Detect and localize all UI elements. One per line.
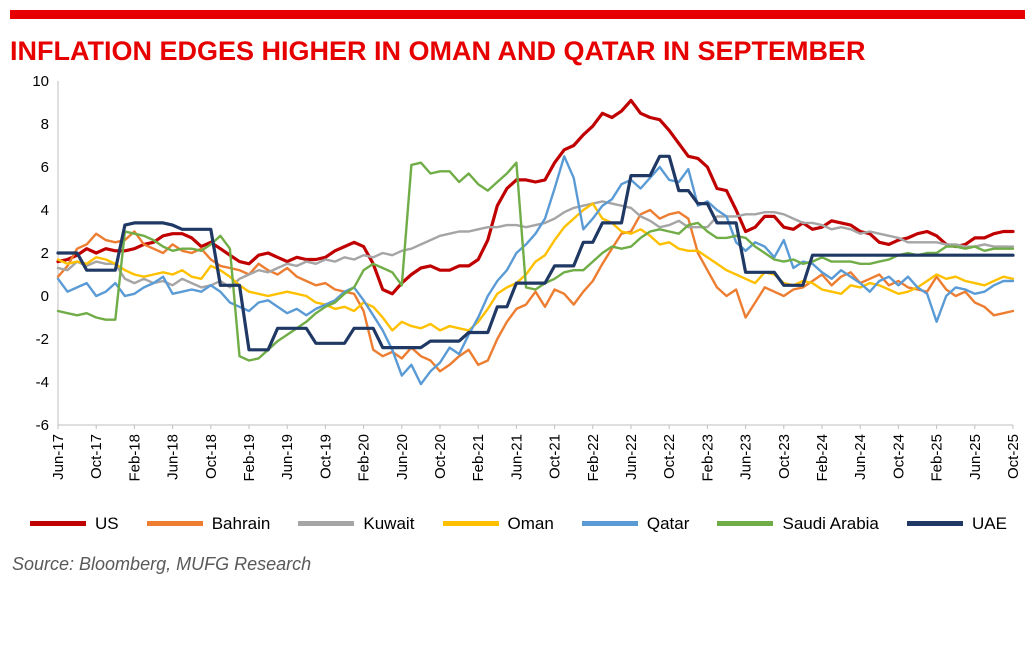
legend-swatch-saudi-arabia: [717, 521, 774, 527]
svg-text:-4: -4: [36, 374, 49, 391]
series-line-qatar: [56, 154, 1015, 385]
page-title: INFLATION EDGES HIGHER IN OMAN AND QATAR…: [10, 36, 866, 66]
svg-text:Oct-25: Oct-25: [1005, 434, 1022, 479]
legend-item-qatar: Qatar: [581, 513, 690, 534]
svg-text:Feb-23: Feb-23: [699, 434, 716, 482]
series-line-oman: [56, 202, 1015, 332]
x-axis-labels: Jun-17 Oct-17 Feb-18 Jun-18 Oct-18 Feb-19 Jun-…: [50, 424, 1022, 482]
legend-swatch-oman: [442, 521, 499, 527]
legend-label-us: US: [95, 513, 119, 533]
legend-label-uae: UAE: [971, 513, 1007, 533]
svg-text:Jun-17: Jun-17: [50, 434, 67, 480]
legend-label-bahrain: Bahrain: [211, 513, 271, 533]
legend-label-kuwait: Kuwait: [363, 513, 415, 533]
svg-text:Feb-24: Feb-24: [814, 434, 831, 482]
svg-text:Jun-22: Jun-22: [623, 434, 640, 480]
svg-text:Jun-21: Jun-21: [508, 434, 525, 480]
svg-text:Feb-19: Feb-19: [241, 434, 258, 482]
legend-swatch-qatar: [581, 521, 638, 527]
legend-item-bahrain: Bahrain: [146, 513, 271, 534]
svg-text:Feb-20: Feb-20: [356, 434, 373, 482]
source-attribution: Source: Bloomberg, MUFG Research: [12, 553, 312, 574]
series-line-uae: [56, 154, 1015, 352]
svg-text:Jun-20: Jun-20: [394, 434, 411, 480]
svg-text:Oct-24: Oct-24: [890, 434, 907, 479]
legend-item-oman: Oman: [442, 513, 554, 534]
svg-text:Oct-19: Oct-19: [317, 434, 334, 479]
header-red-bar: [10, 10, 1025, 19]
svg-text:Oct-22: Oct-22: [661, 434, 678, 479]
legend-swatch-uae: [906, 521, 963, 527]
series-line-saudi-arabia: [56, 161, 1015, 362]
svg-text:Oct-21: Oct-21: [547, 434, 564, 479]
svg-text:Feb-18: Feb-18: [126, 434, 143, 482]
legend-item-saudi-arabia: Saudi Arabia: [717, 513, 879, 534]
svg-text:2: 2: [41, 245, 49, 262]
series-line-kuwait: [56, 199, 1015, 289]
svg-text:Feb-25: Feb-25: [929, 434, 946, 482]
svg-text:6: 6: [41, 159, 49, 176]
y-axis-labels: 10 8 6 4 2 0 -2 -4 -6: [32, 73, 49, 434]
svg-text:Jun-25: Jun-25: [967, 434, 984, 480]
legend-label-qatar: Qatar: [646, 513, 690, 533]
svg-text:10: 10: [32, 73, 49, 90]
legend-item-us: US: [30, 514, 119, 534]
svg-text:Jun-18: Jun-18: [165, 434, 182, 480]
svg-text:4: 4: [41, 202, 49, 219]
svg-text:Jun-24: Jun-24: [852, 434, 869, 480]
legend-item-uae: UAE: [906, 513, 1007, 534]
svg-text:0: 0: [41, 288, 49, 305]
chart-container: 10 8 6 4 2 0 -2 -4 -6 Jun-17 Oct-17 Feb-18 Jun-18 Oct…: [10, 71, 1035, 508]
svg-text:-2: -2: [36, 331, 49, 348]
svg-text:Jun-23: Jun-23: [738, 434, 755, 480]
svg-text:8: 8: [41, 116, 49, 133]
svg-text:Oct-17: Oct-17: [88, 434, 105, 479]
svg-text:Oct-23: Oct-23: [776, 434, 793, 479]
svg-text:Oct-20: Oct-20: [432, 434, 449, 479]
svg-text:-6: -6: [36, 417, 49, 434]
series-line-us: [56, 98, 1015, 296]
svg-text:Oct-18: Oct-18: [203, 434, 220, 479]
legend-label-saudi-arabia: Saudi Arabia: [782, 513, 879, 533]
svg-text:Feb-21: Feb-21: [470, 434, 487, 482]
legend-swatch-us: [30, 521, 86, 527]
legend-swatch-kuwait: [298, 521, 355, 527]
legend-label-oman: Oman: [507, 513, 554, 533]
chart-legend: US Bahrain Kuwait Oman Qatar Saudi Arabia UAE: [30, 514, 1007, 534]
legend-item-kuwait: Kuwait: [298, 514, 414, 534]
svg-text:Feb-22: Feb-22: [585, 434, 602, 482]
legend-swatch-bahrain: [146, 521, 203, 527]
svg-text:Jun-19: Jun-19: [279, 434, 296, 480]
